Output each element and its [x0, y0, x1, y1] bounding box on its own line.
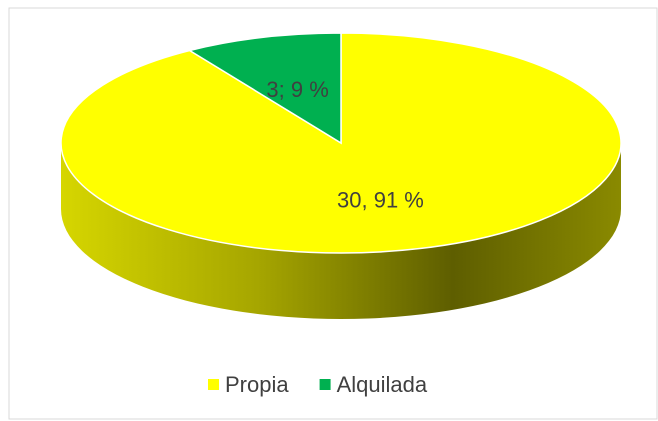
legend-swatch	[319, 379, 331, 390]
data-label: 3; 9 %	[266, 77, 328, 102]
pie-side	[61, 143, 621, 319]
legend-label: Propia	[225, 372, 289, 397]
pie-slice	[187, 32, 342, 145]
legend-label: Alquilada	[337, 372, 428, 397]
legend-swatch	[208, 379, 219, 390]
data-label: 30, 91 %	[337, 188, 424, 213]
